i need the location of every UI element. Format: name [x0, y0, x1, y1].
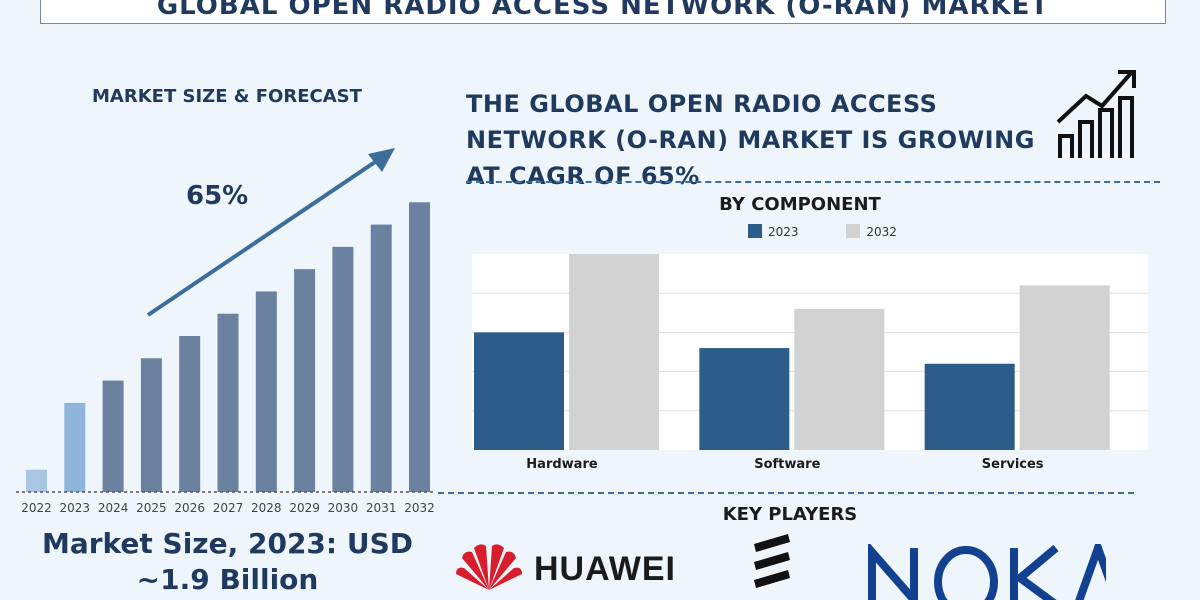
- forecast-tick-2028: 2028: [251, 501, 282, 515]
- component-tick-hardware: Hardware: [526, 457, 598, 472]
- forecast-tick-2031: 2031: [366, 501, 397, 515]
- forecast-bar-2030: [332, 246, 354, 492]
- forecast-bar-2025: [140, 358, 162, 492]
- ericsson-logo: [754, 534, 790, 588]
- market-size-text: Market Size, 2023: USD ~1.9 Billion: [41, 527, 413, 596]
- forecast-bar-2029: [294, 269, 316, 492]
- divider-top: [466, 181, 1160, 183]
- growth-arrow-line: [146, 154, 386, 317]
- title-bar: GLOBAL OPEN RADIO ACCESS NETWORK (O-RAN)…: [40, 0, 1166, 24]
- component-bar-chart: Hardware Software Services: [472, 254, 1148, 472]
- legend-item-2023: 2023: [748, 224, 799, 239]
- component-bar-hardware-2023: [474, 332, 564, 450]
- forecast-bar-2031: [370, 224, 392, 493]
- forecast-bar-2023: [64, 402, 86, 492]
- forecast-tick-2022: 2022: [21, 501, 52, 515]
- component-legend: 2023 2032: [748, 224, 941, 239]
- forecast-tick-2032: 2032: [404, 501, 435, 515]
- nokia-logo: [868, 544, 1106, 600]
- forecast-tick-2026: 2026: [174, 501, 205, 515]
- divider-bottom: [438, 492, 1134, 494]
- forecast-tick-2030: 2030: [328, 501, 359, 515]
- huawei-wordmark: HUAWEI: [534, 550, 676, 588]
- forecast-bar-2024: [102, 380, 124, 492]
- forecast-bar-2026: [179, 336, 201, 492]
- huawei-logo: HUAWEI: [454, 538, 694, 600]
- component-bar-software-2032: [794, 308, 885, 450]
- page-title: GLOBAL OPEN RADIO ACCESS NETWORK (O-RAN)…: [156, 0, 1050, 21]
- forecast-tick-2027: 2027: [213, 501, 244, 515]
- forecast-bar-2028: [255, 291, 277, 492]
- cagr-annotation: 65%: [186, 181, 248, 211]
- forecast-tick-2023: 2023: [60, 501, 91, 515]
- component-tick-services: Services: [982, 457, 1044, 472]
- headline: THE GLOBAL OPEN RADIO ACCESS NETWORK (O-…: [466, 90, 1035, 190]
- growth-chart-icon: [1056, 70, 1136, 158]
- component-title: BY COMPONENT: [719, 194, 881, 215]
- component-bar-software-2023: [699, 348, 790, 450]
- growth-arrow-head: [368, 148, 395, 172]
- forecast-tick-2024: 2024: [98, 501, 129, 515]
- forecast-title: MARKET SIZE & FORECAST: [92, 86, 362, 107]
- huawei-petals-icon: [456, 544, 522, 590]
- forecast-bar-2022: [26, 469, 47, 492]
- legend-label-2032: 2032: [866, 225, 897, 239]
- component-tick-software: Software: [754, 457, 820, 472]
- legend-item-2032: 2032: [846, 224, 897, 239]
- key-players-title: KEY PLAYERS: [722, 504, 858, 525]
- component-bar-services-2023: [924, 363, 1015, 450]
- forecast-bar-2027: [217, 313, 239, 492]
- component-bar-services-2032: [1019, 285, 1110, 450]
- forecast-bar-chart: 2022 2023 2024 2025 2026 2027 2028 2029 2030 2031…: [16, 148, 435, 515]
- forecast-tick-2029: 2029: [289, 501, 320, 515]
- legend-label-2023: 2023: [768, 225, 799, 239]
- forecast-bar-2032: [409, 202, 430, 492]
- forecast-tick-2025: 2025: [136, 501, 167, 515]
- component-bar-hardware-2032: [569, 254, 659, 450]
